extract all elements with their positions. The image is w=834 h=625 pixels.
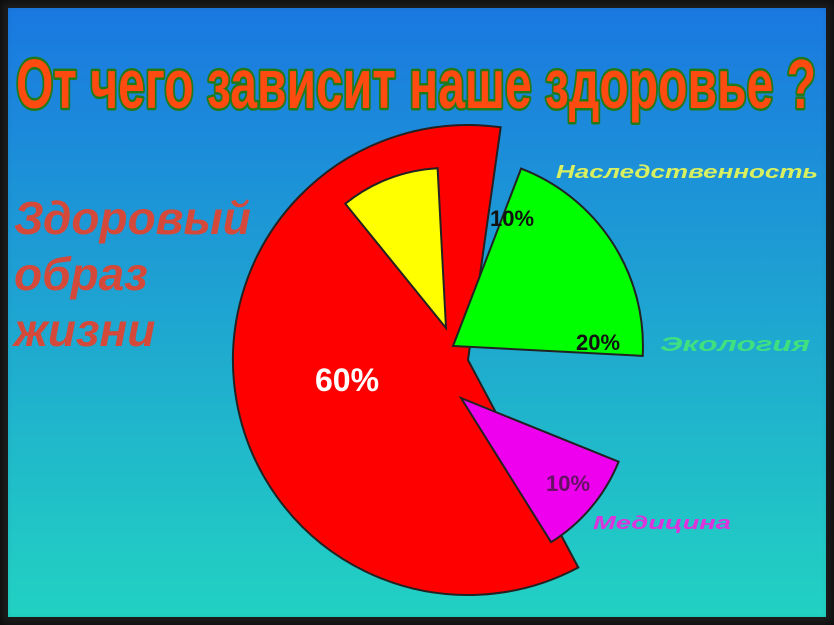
pie-value-label: 60% [315, 362, 379, 398]
pie-value-label: 10% [490, 206, 534, 231]
pie-slice [343, 167, 448, 332]
pie-chart: От чего зависит наше здоровье ? 60% 10% 20… [8, 8, 826, 617]
slide-title: От чего зависит наше здоровье ? [16, 45, 816, 123]
pie-slice [458, 395, 620, 544]
pie-slice [451, 167, 644, 357]
pie-category-label: жизни [11, 304, 155, 356]
pie-value-label: 20% [576, 330, 620, 355]
pie-category-label: образ [14, 248, 148, 300]
pie-slices [231, 124, 644, 597]
pie-category-label: Экология [660, 334, 810, 356]
pie-slice [231, 124, 580, 597]
pie-category-label: Здоровый [14, 192, 251, 244]
pie-category-label: Медицина [593, 513, 731, 533]
pie-value-label: 10% [546, 471, 590, 496]
pie-category-label: Наследственность [556, 162, 818, 182]
slide: От чего зависит наше здоровье ? 60% 10% 20… [8, 8, 826, 617]
pie-value-labels: 60% 10% 20% 10% [315, 206, 620, 496]
